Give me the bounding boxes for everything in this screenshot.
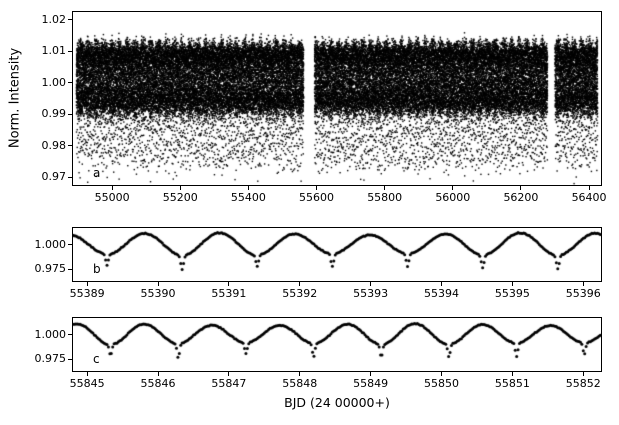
x-tick-mark — [511, 372, 513, 376]
x-tick-label: 55850 — [424, 377, 460, 390]
x-tick-mark — [441, 282, 443, 286]
x-tick-label: 55392 — [282, 287, 318, 300]
x-tick-mark — [228, 282, 230, 286]
y-tick-label: 1.000 — [34, 237, 67, 251]
y-tick-label: 0.97 — [41, 170, 67, 184]
x-tick-label: 55849 — [353, 377, 389, 390]
x-tick-mark — [520, 186, 522, 190]
y-tick-mark — [68, 334, 72, 336]
x-tick-label: 55390 — [140, 287, 176, 300]
x-tick-mark — [582, 372, 584, 376]
x-tick-label: 56400 — [571, 191, 607, 204]
x-tick-mark — [247, 186, 249, 190]
y-axis-label: Norm. Intensity — [7, 47, 23, 149]
x-tick-mark — [86, 372, 88, 376]
x-tick-label: 56200 — [503, 191, 539, 204]
x-tick-mark — [441, 372, 443, 376]
x-tick-mark — [582, 282, 584, 286]
x-tick-label: 55393 — [353, 287, 389, 300]
x-tick-mark — [228, 372, 230, 376]
x-tick-label: 55848 — [282, 377, 318, 390]
y-tick-mark — [68, 19, 72, 21]
x-tick-label: 55800 — [367, 191, 403, 204]
y-tick-mark — [68, 244, 72, 246]
y-tick-mark — [68, 268, 72, 270]
x-tick-label: 55400 — [230, 191, 266, 204]
panel-c-plot — [73, 318, 601, 371]
x-tick-label: 55846 — [140, 377, 176, 390]
x-tick-label: 55845 — [69, 377, 105, 390]
y-tick-label: 1.02 — [41, 12, 67, 26]
y-tick-mark — [68, 176, 72, 178]
x-tick-mark — [452, 186, 454, 190]
x-tick-mark — [299, 282, 301, 286]
x-tick-label: 55852 — [565, 377, 601, 390]
panel-a: a — [72, 11, 602, 186]
panel-c: c — [72, 317, 602, 372]
x-tick-mark — [86, 282, 88, 286]
x-tick-mark — [111, 186, 113, 190]
y-tick-mark — [68, 82, 72, 84]
y-tick-label: 0.975 — [34, 262, 67, 276]
panel-c-letter: c — [93, 352, 100, 366]
panel-a-plot — [73, 12, 601, 185]
panel-b-plot — [73, 228, 601, 281]
x-tick-label: 55389 — [69, 287, 105, 300]
x-tick-label: 55000 — [94, 191, 130, 204]
x-axis-label: BJD (24 00000+) — [284, 395, 390, 410]
y-tick-label: 0.975 — [34, 352, 67, 366]
x-tick-label: 55600 — [299, 191, 335, 204]
panel-b-letter: b — [93, 262, 101, 276]
x-tick-mark — [384, 186, 386, 190]
y-tick-label: 0.99 — [41, 107, 67, 121]
panel-a-letter: a — [93, 166, 101, 180]
x-tick-mark — [179, 186, 181, 190]
x-tick-label: 55394 — [424, 287, 460, 300]
x-tick-label: 55395 — [494, 287, 530, 300]
y-tick-mark — [68, 145, 72, 147]
y-tick-mark — [68, 50, 72, 52]
x-tick-mark — [299, 372, 301, 376]
panel-b: b — [72, 227, 602, 282]
x-tick-mark — [511, 282, 513, 286]
y-tick-mark — [68, 358, 72, 360]
x-tick-label: 55200 — [162, 191, 198, 204]
x-tick-mark — [370, 372, 372, 376]
x-tick-label: 55851 — [494, 377, 530, 390]
x-tick-label: 55847 — [211, 377, 247, 390]
x-tick-mark — [588, 186, 590, 190]
x-tick-mark — [316, 186, 318, 190]
y-tick-label: 1.01 — [41, 44, 67, 58]
x-tick-mark — [157, 282, 159, 286]
y-tick-label: 0.98 — [41, 138, 67, 152]
x-tick-label: 55396 — [565, 287, 601, 300]
x-tick-label: 55391 — [211, 287, 247, 300]
y-tick-label: 1.00 — [41, 75, 67, 89]
x-tick-mark — [157, 372, 159, 376]
y-tick-mark — [68, 113, 72, 115]
x-tick-mark — [370, 282, 372, 286]
y-tick-label: 1.000 — [34, 327, 67, 341]
x-tick-label: 56000 — [435, 191, 471, 204]
